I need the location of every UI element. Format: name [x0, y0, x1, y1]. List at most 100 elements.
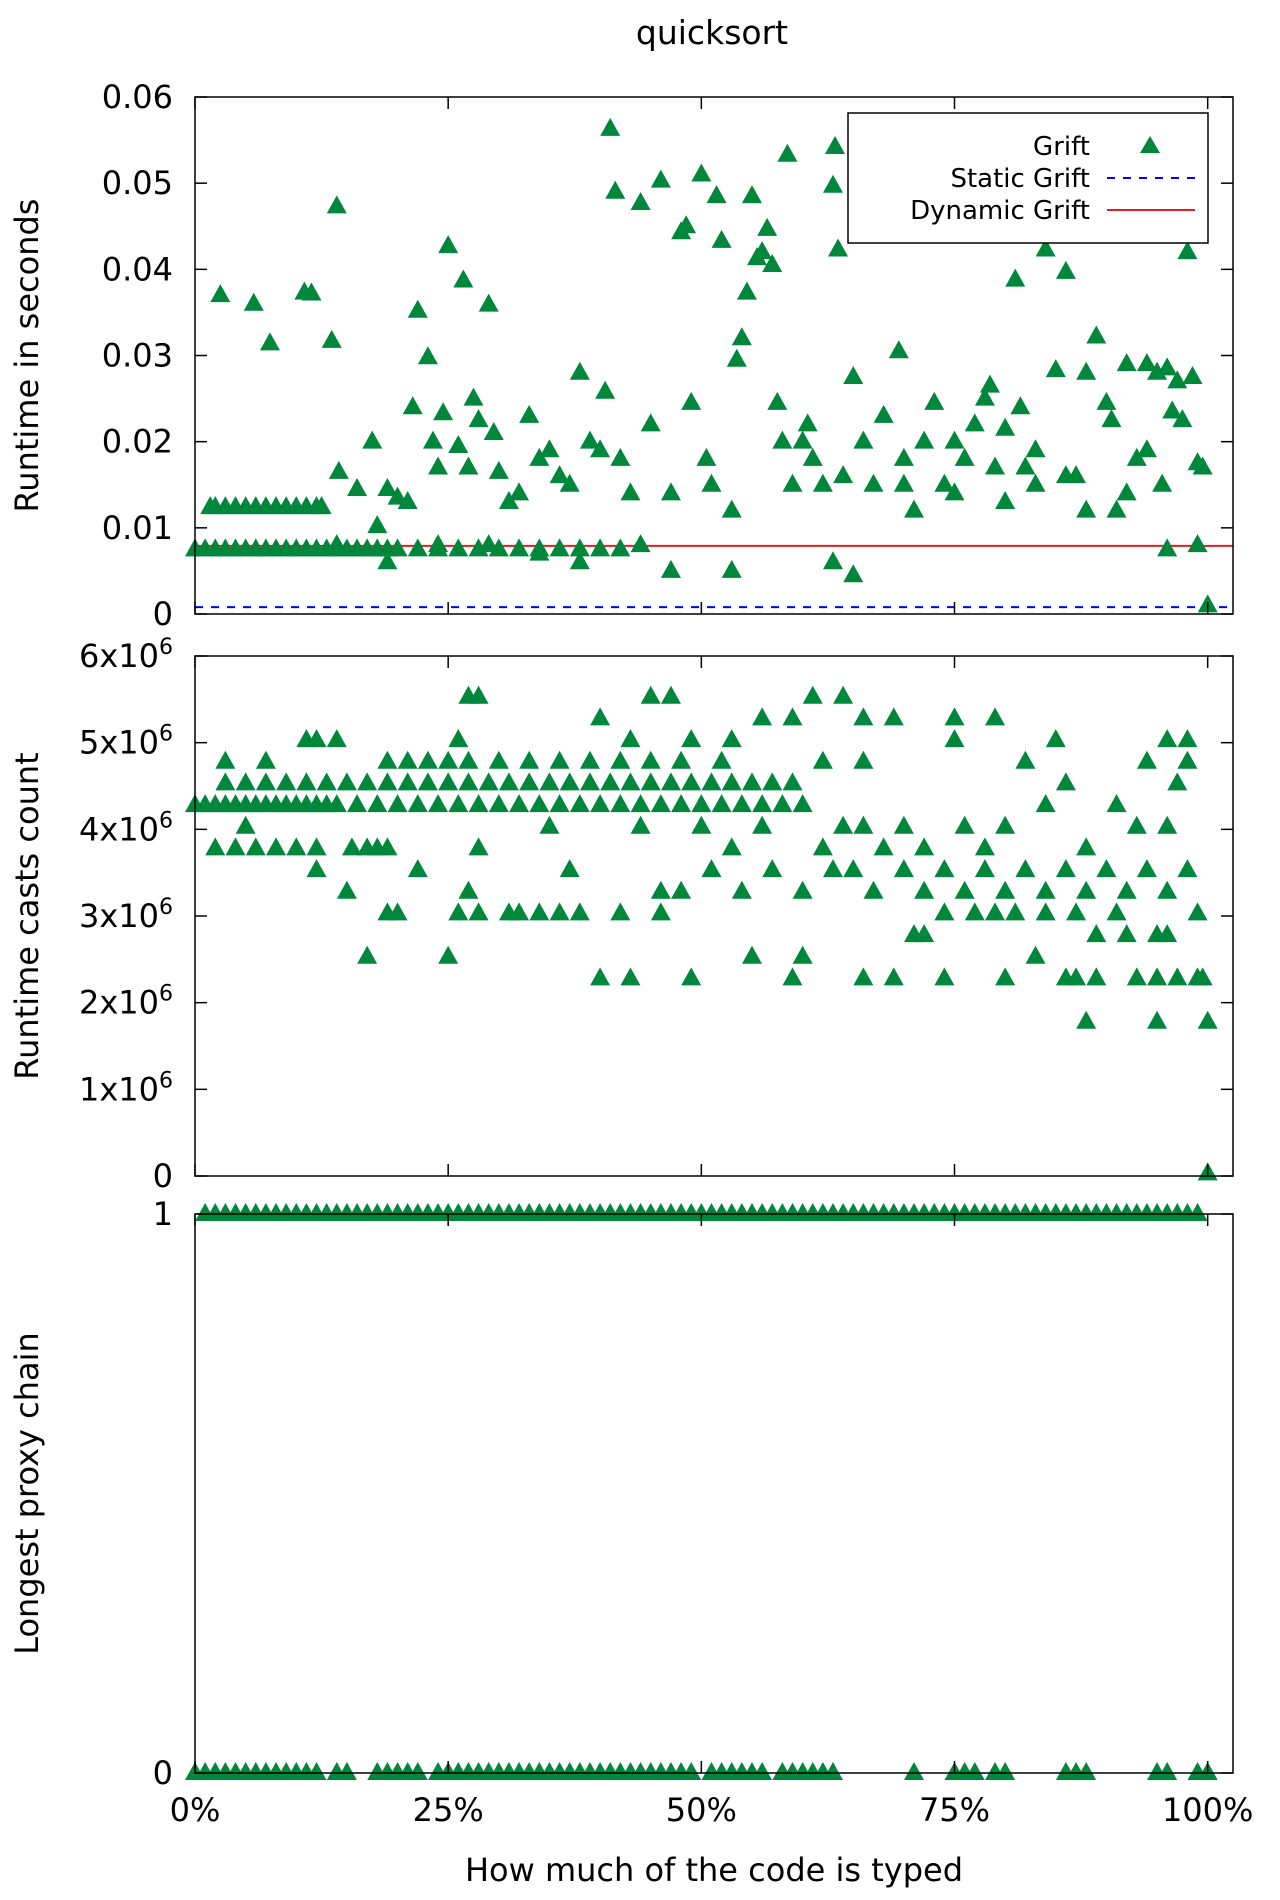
data-point	[519, 772, 540, 791]
data-point	[438, 750, 459, 769]
data-point	[1086, 924, 1107, 943]
data-point	[549, 902, 570, 921]
data-point	[660, 772, 681, 791]
y-tick-label: 0	[153, 1157, 173, 1195]
data-point	[595, 380, 616, 399]
data-point	[1055, 859, 1076, 878]
runtime-panel: 0 0.01 0.02 0.03 0.04 0.05 0.06 Runtime in seco…	[8, 78, 1234, 633]
data-point	[792, 794, 813, 813]
casts-panel: 0 1x106 2x106 3x106 4x106 5x106 6x106 Runtime c…	[8, 635, 1234, 1195]
data-point	[590, 794, 611, 813]
data-point	[812, 750, 833, 769]
data-point	[792, 945, 813, 964]
data-point	[767, 391, 788, 410]
data-point	[569, 794, 590, 813]
data-point	[286, 837, 307, 856]
data-point	[549, 465, 570, 484]
data-point	[1015, 750, 1036, 769]
data-point	[731, 880, 752, 899]
data-point	[306, 837, 327, 856]
data-point	[1106, 499, 1127, 518]
data-point	[210, 284, 231, 303]
data-point	[529, 902, 550, 921]
data-point	[1096, 391, 1117, 410]
data-point	[448, 729, 469, 748]
data-point	[417, 750, 438, 769]
data-point	[590, 538, 611, 557]
data-point	[448, 794, 469, 813]
data-point	[407, 538, 428, 557]
proxy-panel: 0 1 0% 25% 50% 75% 100% Longest proxy chain How …	[8, 1195, 1253, 1889]
data-point	[509, 794, 530, 813]
legend-label-dynamic: Dynamic Grift	[910, 196, 1090, 226]
y-axis-label: Runtime casts count	[8, 752, 46, 1079]
data-point	[1187, 1203, 1208, 1221]
data-point	[458, 750, 479, 769]
data-point	[752, 1762, 773, 1780]
data-point	[660, 685, 681, 704]
data-point	[944, 729, 965, 748]
data-point	[458, 456, 479, 475]
data-point	[468, 685, 489, 704]
data-point	[640, 685, 661, 704]
data-point	[387, 486, 408, 505]
data-point	[458, 880, 479, 899]
data-point	[974, 837, 995, 856]
y-tick-label: 0.06	[102, 78, 173, 116]
data-point	[468, 902, 489, 921]
y-tick-label: 0.04	[102, 250, 173, 288]
y-axis-label: Longest proxy chain	[8, 1332, 46, 1655]
data-point	[509, 538, 530, 557]
data-point	[1066, 967, 1087, 986]
data-point	[828, 238, 849, 257]
data-point	[488, 794, 509, 813]
data-point	[590, 967, 611, 986]
data-point	[944, 430, 965, 449]
data-point	[321, 329, 342, 348]
data-point	[782, 967, 803, 986]
data-point	[468, 409, 489, 428]
data-point	[488, 750, 509, 769]
data-point	[782, 772, 803, 791]
data-point	[448, 902, 469, 921]
data-point	[904, 1762, 925, 1780]
data-point	[1010, 396, 1031, 415]
data-point	[519, 404, 540, 423]
data-point	[402, 396, 423, 415]
y-tick-label: 2x106	[79, 982, 173, 1022]
data-point	[914, 924, 935, 943]
x-tick-label: 25%	[413, 1791, 484, 1829]
data-point	[964, 1762, 985, 1780]
data-point	[569, 902, 590, 921]
x-tick-label: 100%	[1162, 1791, 1253, 1829]
y-tick-label: 0.05	[102, 164, 173, 202]
data-point	[964, 413, 985, 432]
data-point	[1182, 366, 1203, 385]
data-point	[468, 837, 489, 856]
data-point	[1035, 880, 1056, 899]
data-point	[681, 967, 702, 986]
data-point	[478, 772, 499, 791]
data-point	[1076, 1762, 1097, 1780]
data-point	[797, 413, 818, 432]
data-point	[822, 551, 843, 570]
data-point	[1116, 482, 1137, 501]
data-point	[863, 473, 884, 492]
data-point	[640, 750, 661, 769]
data-point	[306, 729, 327, 748]
data-point	[235, 815, 256, 834]
data-point	[630, 815, 651, 834]
data-point	[954, 880, 975, 899]
data-point	[1086, 325, 1107, 344]
data-point	[671, 880, 692, 899]
data-point	[1177, 859, 1198, 878]
data-point	[539, 439, 560, 458]
data-point	[1055, 772, 1076, 791]
data-point	[1045, 359, 1066, 378]
data-point	[893, 473, 914, 492]
data-point	[721, 772, 742, 791]
data-point	[696, 447, 717, 466]
data-point	[235, 772, 256, 791]
y-tick-label: 6x106	[79, 635, 173, 675]
data-point	[1035, 794, 1056, 813]
